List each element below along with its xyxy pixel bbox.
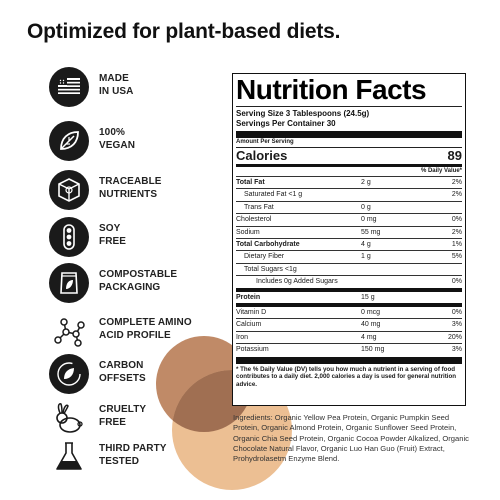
- nutrient-daily-value: [416, 264, 462, 275]
- nutrient-name: Trans Fat: [244, 203, 274, 211]
- feature-cruelty-free: CRUELTY FREE: [48, 397, 218, 437]
- nutrient-amount: [361, 264, 416, 275]
- feature-label: TRACEABLE NUTRIENTS: [99, 176, 162, 200]
- nutrient-row: Dietary Fiber 1 g 5%: [236, 250, 462, 262]
- nutrient-row: Saturated Fat <1 g 2%: [236, 188, 462, 200]
- nutrient-daily-value: 3%: [451, 346, 462, 354]
- nutrient-row: Includes 0g Added Sugars 0%: [236, 275, 462, 287]
- feature-label: COMPLETE AMINO ACID PROFILE: [99, 317, 192, 341]
- nutrient-daily-value: 0%: [451, 309, 462, 317]
- usa-flag-icon: [48, 66, 90, 108]
- soy-pod-icon: [48, 216, 90, 258]
- nutrient-name: Potassium: [236, 346, 269, 354]
- feature-label: MADE IN USA: [99, 73, 134, 97]
- feature-label: CARBON OFFSETS: [99, 360, 146, 384]
- feature-label: CRUELTY FREE: [99, 404, 147, 428]
- feature-compostable-packaging: COMPOSTABLE PACKAGING: [48, 262, 218, 304]
- nutrient-name: Dietary Fiber: [244, 253, 285, 261]
- nutrient-row: Vitamin D 0 mcg 0%: [236, 303, 462, 318]
- servings-per-container: Servings Per Container 30: [236, 119, 336, 128]
- nutrient-amount: 55 mg: [361, 228, 381, 236]
- nutrient-row: Protein 15 g: [236, 287, 462, 303]
- traceable-box-icon: [48, 169, 90, 211]
- nutrient-name: Cholesterol: [236, 216, 272, 224]
- nutrient-name: Sodium: [236, 228, 260, 236]
- feature-label: THIRD PARTY TESTED: [99, 443, 167, 467]
- nutrient-row: Total Sugars <1g: [236, 262, 462, 275]
- nutrient-amount: [361, 189, 416, 200]
- feature-complete-amino-acid: COMPLETE AMINO ACID PROFILE: [48, 310, 218, 352]
- nutrient-amount: 1 g: [361, 253, 371, 261]
- nutrient-row: Trans Fat 0 g: [236, 200, 462, 213]
- feature-soy-free: SOY FREE: [48, 216, 218, 258]
- nutrient-amount: 4 g: [361, 241, 371, 249]
- nutrient-row: Iron 4 mg 20%: [236, 330, 462, 343]
- feature-third-party-tested: THIRD PARTY TESTED: [48, 436, 218, 476]
- feature-label: COMPOSTABLE PACKAGING: [99, 269, 178, 293]
- nutrient-name: Saturated Fat <1 g: [244, 191, 303, 199]
- nutrient-daily-value: 3%: [451, 321, 462, 329]
- nutrient-row: Total Carbohydrate 4 g 1%: [236, 238, 462, 250]
- calories-value: 89: [447, 148, 462, 163]
- nutrient-name: Calcium: [236, 321, 262, 329]
- calories-row: Calories 89: [236, 148, 462, 164]
- nutrient-name: Total Fat: [236, 179, 265, 186]
- nutrient-row: Total Fat 2 g 2%: [236, 176, 462, 188]
- nutrient-amount: 0 g: [361, 203, 371, 211]
- molecule-icon: [48, 310, 90, 352]
- nutrient-row: Cholesterol 0 mg 0%: [236, 213, 462, 225]
- vegan-leaf-icon: [48, 120, 90, 162]
- nutrient-amount: 150 mg: [361, 346, 385, 354]
- nutrient-row: Sodium 55 mg 2%: [236, 225, 462, 238]
- nutrition-facts-title: Nutrition Facts: [236, 74, 427, 105]
- feature-label: 100% VEGAN: [99, 127, 136, 151]
- nutrient-amount: 40 mg: [361, 321, 381, 329]
- nutrient-name: Protein: [236, 293, 261, 301]
- nutrient-amount: 15 g: [361, 293, 375, 301]
- nutrient-daily-value: 20%: [447, 333, 462, 341]
- nutrient-daily-value: [416, 202, 462, 213]
- nutrient-row: Potassium 150 mg 3%: [236, 343, 462, 355]
- rabbit-icon: [48, 397, 90, 439]
- flask-icon: [48, 436, 90, 478]
- serving-size: Serving Size 3 Tablespoons (24.5g): [236, 109, 370, 118]
- ingredients-text: Ingredients: Organic Yellow Pea Protein,…: [233, 413, 469, 464]
- nutrient-name: Total Carbohydrate: [236, 241, 300, 249]
- feature-carbon-offsets: CARBON OFFSETS: [48, 353, 218, 395]
- feature-traceable-nutrients: TRACEABLE NUTRIENTS: [48, 169, 218, 211]
- nutrient-name: Total Sugars <1g: [244, 265, 297, 273]
- nutrient-daily-value: 0%: [451, 278, 462, 286]
- feature-vegan: 100% VEGAN: [48, 120, 218, 162]
- daily-value-footnote: * The % Daily Value (DV) tells you how m…: [236, 365, 457, 388]
- nutrient-amount: 2 g: [361, 179, 371, 186]
- compostable-pouch-icon: [48, 262, 90, 304]
- nutrient-daily-value: 2%: [451, 228, 462, 236]
- nutrition-facts-panel: Nutrition Facts Serving Size 3 Tablespoo…: [232, 73, 466, 406]
- feature-label: SOY FREE: [99, 223, 127, 247]
- feature-made-in-usa: MADE IN USA: [48, 66, 218, 108]
- nutrient-daily-value: 0%: [451, 216, 462, 224]
- page-headline: Optimized for plant-based diets.: [27, 20, 341, 43]
- amount-per-serving: Amount Per Serving: [236, 139, 294, 145]
- nutrient-table: Total Fat 2 g 2% Saturated Fat <1 g 2% Trans …: [236, 176, 462, 356]
- calories-label: Calories: [236, 148, 288, 163]
- nutrient-amount: 0 mcg: [361, 309, 381, 317]
- nutrient-amount: 4 mg: [361, 333, 377, 341]
- nutrient-daily-value: 1%: [451, 241, 462, 249]
- nutrient-name: Iron: [236, 333, 249, 341]
- nutrient-row: Calcium 40 mg 3%: [236, 318, 462, 330]
- daily-value-header: % Daily Value*: [420, 168, 462, 174]
- nutrient-daily-value: 2%: [451, 191, 462, 199]
- nutrient-daily-value: [416, 292, 462, 303]
- carbon-leaf-icon: [48, 353, 90, 395]
- nutrient-amount: 0 mg: [361, 216, 377, 224]
- nutrient-name: Includes 0g Added Sugars: [256, 278, 338, 286]
- nutrient-name: Vitamin D: [236, 309, 267, 317]
- nutrient-daily-value: 2%: [451, 179, 462, 186]
- nutrient-daily-value: 5%: [451, 253, 462, 261]
